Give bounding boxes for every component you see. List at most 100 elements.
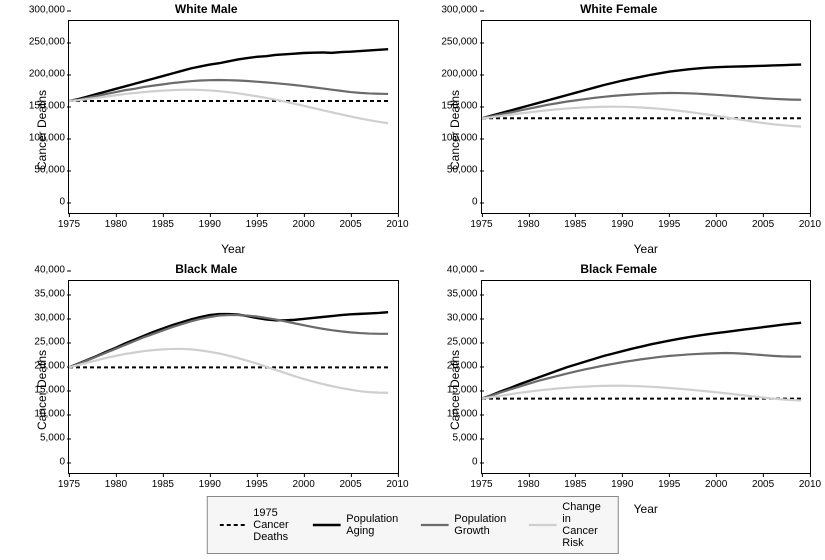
- panel-0: White MaleCancer DeathsYear050,000100,00…: [0, 0, 413, 260]
- x-tick: 1995: [246, 479, 268, 490]
- y-tick: 50,000: [447, 165, 478, 176]
- y-tick: 250,000: [441, 37, 477, 48]
- figure-root: White MaleCancer DeathsYear050,000100,00…: [0, 0, 825, 560]
- panel-1: White FemaleCancer DeathsYear050,000100,…: [413, 0, 825, 260]
- series-growth: [69, 80, 388, 101]
- x-tick: 2000: [705, 219, 727, 230]
- x-tick: 1985: [564, 479, 586, 490]
- x-axis-label: Year: [68, 242, 399, 256]
- y-tick: 20,000: [34, 361, 65, 372]
- legend-swatch-growth: [420, 520, 448, 530]
- panel-2: Black MaleCancer DeathsYear05,00010,0001…: [0, 260, 413, 520]
- x-tick: 2010: [386, 219, 408, 230]
- x-tick: 1995: [658, 219, 680, 230]
- y-tick: 15,000: [447, 385, 478, 396]
- y-tick: 25,000: [34, 337, 65, 348]
- plot-area: 05,00010,00015,00020,00025,00030,00035,0…: [481, 280, 812, 474]
- x-tick: 1995: [246, 219, 268, 230]
- x-tick: 1975: [58, 479, 80, 490]
- series-risk_change: [69, 349, 388, 393]
- x-tick: 1990: [199, 219, 221, 230]
- x-tick: 1980: [105, 479, 127, 490]
- y-tick: 5,000: [452, 433, 477, 444]
- panels-grid: White MaleCancer DeathsYear050,000100,00…: [0, 0, 825, 520]
- y-tick: 15,000: [34, 385, 65, 396]
- y-tick: 0: [472, 457, 478, 468]
- legend-swatch-baseline: [219, 520, 247, 530]
- y-tick: 30,000: [34, 313, 65, 324]
- legend: 1975 Cancer Deaths Population Aging Popula…: [206, 496, 619, 554]
- y-tick: 25,000: [447, 337, 478, 348]
- series-risk_change: [482, 107, 801, 127]
- legend-item-aging: Population Aging: [312, 513, 398, 537]
- y-tick: 10,000: [447, 409, 478, 420]
- x-tick: 1975: [58, 219, 80, 230]
- y-tick: 5,000: [40, 433, 65, 444]
- y-tick: 0: [472, 197, 478, 208]
- panel-3: Black FemaleCancer DeathsYear05,00010,00…: [413, 260, 825, 520]
- plot-area: 050,000100,000150,000200,000250,000300,0…: [68, 20, 399, 214]
- plot-area: 05,00010,00015,00020,00025,00030,00035,0…: [68, 280, 399, 474]
- y-tick: 40,000: [34, 265, 65, 276]
- x-tick: 1990: [199, 479, 221, 490]
- legend-label: Population Aging: [346, 513, 398, 537]
- x-tick: 2000: [293, 219, 315, 230]
- lines-svg: [69, 21, 398, 213]
- x-tick: 2005: [339, 479, 361, 490]
- x-tick: 2005: [752, 479, 774, 490]
- y-tick: 30,000: [447, 313, 478, 324]
- series-risk_change: [482, 386, 801, 401]
- x-tick: 2010: [799, 479, 821, 490]
- x-tick: 1985: [152, 479, 174, 490]
- y-tick: 0: [59, 197, 65, 208]
- x-tick: 1975: [470, 219, 492, 230]
- x-tick: 1985: [152, 219, 174, 230]
- legend-label: 1975 Cancer Deaths: [253, 507, 290, 543]
- lines-svg: [482, 21, 811, 213]
- x-tick: 2010: [386, 479, 408, 490]
- legend-item-risk_change: Change in Cancer Risk: [528, 501, 605, 549]
- x-tick: 2000: [293, 479, 315, 490]
- series-aging: [69, 312, 388, 367]
- legend-item-baseline: 1975 Cancer Deaths: [219, 507, 290, 543]
- x-tick: 1995: [658, 479, 680, 490]
- legend-swatch-risk_change: [528, 520, 556, 530]
- x-tick: 1975: [470, 479, 492, 490]
- series-growth: [69, 315, 388, 367]
- lines-svg: [482, 281, 811, 473]
- y-tick: 50,000: [34, 165, 65, 176]
- x-tick: 2005: [752, 219, 774, 230]
- legend-label: Population Growth: [454, 513, 506, 537]
- y-tick: 35,000: [34, 289, 65, 300]
- lines-svg: [69, 281, 398, 473]
- x-tick: 1990: [611, 219, 633, 230]
- y-tick: 40,000: [447, 265, 478, 276]
- x-axis-label: Year: [481, 242, 812, 256]
- x-tick: 1985: [564, 219, 586, 230]
- x-tick: 1980: [105, 219, 127, 230]
- x-tick: 1990: [611, 479, 633, 490]
- y-tick: 20,000: [447, 361, 478, 372]
- series-risk_change: [69, 90, 388, 124]
- legend-item-growth: Population Growth: [420, 513, 506, 537]
- y-tick: 100,000: [29, 133, 65, 144]
- series-aging: [482, 65, 801, 119]
- y-tick: 100,000: [441, 133, 477, 144]
- y-tick: 200,000: [29, 69, 65, 80]
- x-tick: 2005: [339, 219, 361, 230]
- x-tick: 2010: [799, 219, 821, 230]
- y-tick: 0: [59, 457, 65, 468]
- y-tick: 150,000: [441, 101, 477, 112]
- y-tick: 300,000: [441, 5, 477, 16]
- y-tick: 10,000: [34, 409, 65, 420]
- y-tick: 200,000: [441, 69, 477, 80]
- y-tick: 150,000: [29, 101, 65, 112]
- x-tick: 1980: [517, 219, 539, 230]
- x-tick: 1980: [517, 479, 539, 490]
- y-tick: 35,000: [447, 289, 478, 300]
- x-tick: 2000: [705, 479, 727, 490]
- y-tick: 250,000: [29, 37, 65, 48]
- y-tick: 300,000: [29, 5, 65, 16]
- legend-swatch-aging: [312, 520, 340, 530]
- legend-label: Change in Cancer Risk: [562, 501, 605, 549]
